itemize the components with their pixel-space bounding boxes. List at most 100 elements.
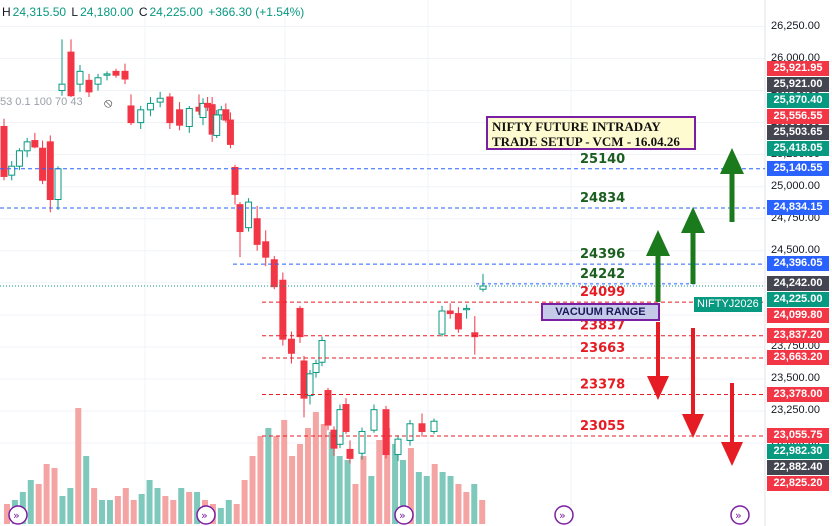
session-break-glyph: »	[735, 509, 742, 522]
level-label: 24396	[580, 247, 625, 262]
candle-body	[318, 339, 326, 363]
candle-body	[245, 201, 253, 229]
volume-bar	[407, 448, 414, 524]
volume-bar	[43, 464, 50, 524]
volume-bar	[479, 500, 486, 524]
candle-body	[146, 102, 154, 111]
volume-bar	[249, 456, 256, 524]
volume-bar	[297, 444, 304, 524]
candle-body	[287, 338, 295, 354]
candle-body	[324, 389, 332, 426]
volume-bar	[431, 464, 438, 524]
indicator-values: 53 0.1 100 70 43	[0, 96, 83, 108]
session-break-glyph: »	[559, 509, 566, 522]
down-arrow-head	[647, 376, 669, 400]
volume-bar	[471, 484, 478, 524]
volume-bar	[83, 456, 90, 524]
session-break-icon: »	[394, 505, 414, 525]
volume-bar	[4, 504, 10, 524]
volume-bar	[27, 480, 34, 524]
level-label: 23378	[580, 378, 625, 393]
volume-bar	[328, 432, 335, 524]
setup-title-line2: TRADE SETUP - VCM - 16.04.26	[492, 134, 680, 149]
volume-bar	[320, 424, 327, 524]
volume-bar	[368, 476, 375, 524]
symbol-tag: NIFTYJ2026	[694, 297, 762, 312]
session-break-circle	[394, 505, 414, 525]
down-arrow	[721, 383, 743, 466]
down-arrow	[682, 328, 704, 438]
down-arrow	[647, 322, 669, 400]
session-break-icon: »	[554, 505, 574, 525]
volume-bar	[400, 460, 406, 524]
candle-body	[15, 150, 23, 167]
price-label: 22,982.30	[767, 443, 829, 459]
volume-bar	[122, 488, 129, 524]
candle-body	[85, 79, 93, 93]
up-arrow	[720, 148, 744, 222]
session-break-icon: »	[196, 505, 216, 525]
candle-body	[166, 96, 174, 124]
volume-bar	[336, 456, 343, 524]
high-value: 24,315.50	[12, 5, 67, 19]
down-arrow-head	[682, 414, 704, 438]
candle-body	[31, 140, 39, 148]
volume-bar	[392, 444, 399, 524]
price-label: 25,140.55	[767, 160, 829, 176]
volume-bar	[170, 500, 177, 524]
close-label: C	[138, 5, 148, 19]
price-label: 22,882.40	[767, 459, 829, 475]
y-axis-tick: 25,000.00	[771, 179, 820, 192]
level-label: 23055	[580, 419, 625, 434]
candle-body	[0, 125, 8, 177]
volume-bar	[312, 412, 319, 524]
volume-bar	[75, 408, 82, 524]
candle-body	[253, 218, 261, 245]
candle-body	[358, 430, 366, 454]
volume-bar	[186, 492, 193, 524]
price-label: 24,099.80	[767, 307, 829, 323]
candle-body	[67, 51, 75, 97]
price-label: 24,225.00	[767, 291, 829, 307]
candle-body	[312, 363, 320, 374]
setup-title-line1: NIFTY FUTURE INTRADAY	[492, 119, 661, 134]
candle-body	[418, 423, 426, 432]
level-label: 24242	[580, 267, 625, 282]
volume-bar	[439, 472, 446, 524]
session-break-glyph: »	[201, 509, 208, 522]
volume-bar	[35, 484, 42, 524]
candle-body	[438, 310, 446, 335]
volume-bar	[463, 492, 470, 524]
close-value: 24,225.00	[149, 5, 203, 19]
volume-bar	[423, 476, 430, 524]
y-axis-tick: 23,500.00	[771, 371, 820, 384]
candle-body	[406, 423, 414, 441]
y-axis-tick: 23,750.00	[771, 339, 820, 352]
candle-body	[471, 332, 479, 338]
price-label: 24,396.05	[767, 256, 829, 272]
candle-body	[262, 241, 270, 258]
volume-bar	[281, 420, 288, 524]
volume-bar	[51, 468, 58, 524]
volume-bar	[360, 456, 367, 524]
volume-bar	[265, 428, 272, 524]
volume-bar	[114, 496, 121, 524]
session-break-icon: »	[8, 505, 28, 525]
volume-bar	[146, 480, 153, 524]
candle-body	[8, 165, 16, 176]
volume-bar	[344, 460, 351, 524]
candle-body	[213, 114, 221, 136]
candle-body	[46, 141, 54, 201]
up-arrow	[681, 207, 705, 284]
down-arrow-head	[721, 442, 743, 466]
candle-body	[112, 70, 120, 76]
volume-bar	[67, 488, 74, 524]
volume-bar	[257, 436, 264, 524]
candle-body	[103, 73, 111, 76]
level-label: 23663	[580, 341, 625, 356]
candle-body	[185, 108, 193, 127]
price-label: 25,921.95	[767, 60, 829, 76]
level-label: 24834	[580, 191, 625, 206]
hide-eye-icon[interactable]: ⦸	[104, 95, 113, 110]
